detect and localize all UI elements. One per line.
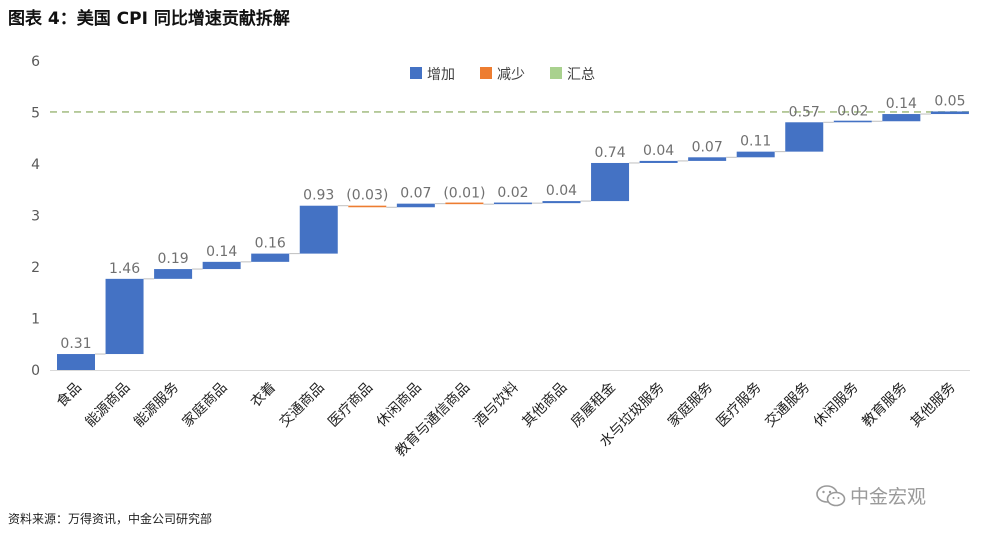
data-label: 0.14 [206,244,237,260]
bar [57,354,95,370]
bar [396,203,435,208]
x-tick-label: 教育服务 [859,380,910,431]
x-tick-label: 交通服务 [761,379,813,431]
bar [833,120,872,123]
y-tick-label: 5 [31,106,40,122]
data-label: 0.11 [740,134,771,150]
bar [154,269,193,279]
y-tick-label: 6 [31,54,40,70]
x-tick-label: 其他商品 [519,380,570,431]
y-tick-label: 2 [31,260,40,276]
legend: 增加 减少 汇总 [410,67,595,83]
legend-swatch [410,67,422,79]
data-label: 0.74 [594,145,625,161]
chart-title: 图表 4：美国 CPI 同比增速贡献拆解 [8,9,290,29]
x-tick-label: 其他服务 [908,380,959,431]
x-tick-label: 休闲商品 [374,380,425,431]
legend-label: 减少 [497,67,525,83]
bar [348,205,387,208]
data-label: 0.04 [546,183,577,199]
data-label: 0.07 [400,186,431,202]
source-note: 资料来源：万得资讯，中金公司研究部 [8,512,213,526]
data-label: (0.03) [346,188,388,204]
watermark-text: 中金宏观 [850,486,927,508]
x-tick-label: 家庭商品 [179,379,231,431]
data-label: 0.14 [886,96,917,112]
x-tick-label: 休闲服务 [811,380,862,431]
data-label: 1.46 [109,261,140,277]
bar [299,205,338,254]
bar [105,278,144,355]
data-label: (0.01) [443,186,485,202]
legend-label: 汇总 [567,67,595,83]
bar [202,261,241,270]
data-label: 0.93 [303,188,334,204]
data-label: 0.02 [837,103,868,119]
x-tick-label: 家庭服务 [664,379,716,431]
bar [736,151,775,158]
y-tick-label: 3 [31,209,40,225]
bars: 0.31 1.46 0.19 0.14 0.16 0.93 (0.03) 0.07 (0.01)… [57,93,969,370]
x-tick-label: 交通商品 [276,379,328,431]
data-label: 0.02 [497,185,528,201]
legend-swatch [480,67,492,79]
bar [445,202,484,205]
y-tick-label: 1 [31,312,40,328]
data-label: 0.07 [692,139,723,155]
data-label: 0.57 [789,104,820,120]
bar [493,202,532,205]
x-tick-label: 能源服务 [131,380,182,431]
bar [542,201,581,204]
data-label: 0.19 [158,251,189,267]
bar [930,111,969,115]
y-tick-label: 0 [31,363,40,379]
x-tick-label: 医疗商品 [325,380,376,431]
y-axis: 0 1 2 3 4 5 6 [31,54,40,379]
x-tick-label: 房屋租金 [568,380,619,431]
x-tick-label: 酒与饮料 [471,380,522,431]
y-tick-label: 4 [31,157,40,173]
bar [251,253,290,262]
bar [688,157,727,161]
bar [591,162,630,202]
bar [882,114,921,122]
x-tick-label: 医疗服务 [714,380,765,431]
watermark-logo: 中金宏观 [816,482,926,509]
data-label: 0.05 [934,93,965,109]
data-label: 0.04 [643,143,674,159]
x-tick-label: 食品 [53,379,85,411]
wechat-icon [816,484,846,506]
legend-label: 增加 [427,67,455,83]
legend-swatch [550,67,562,79]
x-tick-label: 能源商品 [82,380,133,431]
bar [639,160,678,163]
x-tick-label: 衣着 [248,380,279,411]
data-label: 0.16 [255,236,286,252]
data-label: 0.31 [60,336,91,352]
bar [785,122,824,152]
